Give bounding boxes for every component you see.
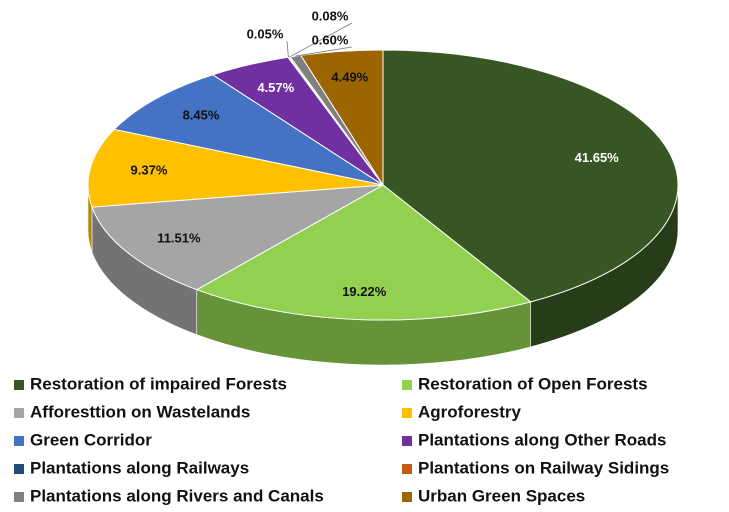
legend-swatch <box>14 408 24 418</box>
legend-label: Afforesttion on Wastelands <box>30 402 250 421</box>
value-label: 0.05% <box>247 26 284 41</box>
legend-swatch <box>14 380 24 390</box>
value-label: 0.08% <box>312 8 349 23</box>
legend-label: Plantations on Railway Sidings <box>418 458 669 477</box>
legend-swatch <box>14 436 24 446</box>
leader-line <box>295 46 353 57</box>
legend-label: Plantations along Railways <box>30 458 249 477</box>
value-label: 4.57% <box>257 80 294 95</box>
legend-label: Restoration of impaired Forests <box>30 374 287 393</box>
legend-swatch <box>402 492 412 502</box>
value-label: 0.60% <box>312 32 349 47</box>
legend-label: Urban Green Spaces <box>418 486 585 505</box>
legend-swatch <box>402 464 412 474</box>
value-label: 4.49% <box>331 70 368 85</box>
value-label: 8.45% <box>183 108 220 123</box>
slice <box>87 128 384 208</box>
value-label: 9.37% <box>131 162 168 177</box>
legend-label: Green Corridor <box>30 430 152 449</box>
slice <box>91 184 384 291</box>
value-label: 19.22% <box>342 284 387 299</box>
legend-label: Restoration of Open Forests <box>418 374 648 393</box>
legend-label: Agroforestry <box>418 402 522 421</box>
legend-swatch <box>14 464 24 474</box>
legend-swatch <box>402 408 412 418</box>
slice <box>195 184 532 321</box>
value-label: 11.51% <box>157 231 201 246</box>
legend-swatch <box>402 380 412 390</box>
value-label: 41.65% <box>575 150 620 165</box>
slice <box>113 74 384 186</box>
legend-label: Plantations along Other Roads <box>418 430 666 449</box>
legend-label: Plantations along Rivers and Canals <box>30 486 324 505</box>
leader-line <box>286 40 289 58</box>
legend-swatch <box>14 492 24 502</box>
leader-line <box>289 22 353 58</box>
legend-swatch <box>402 436 412 446</box>
slice <box>382 49 679 303</box>
